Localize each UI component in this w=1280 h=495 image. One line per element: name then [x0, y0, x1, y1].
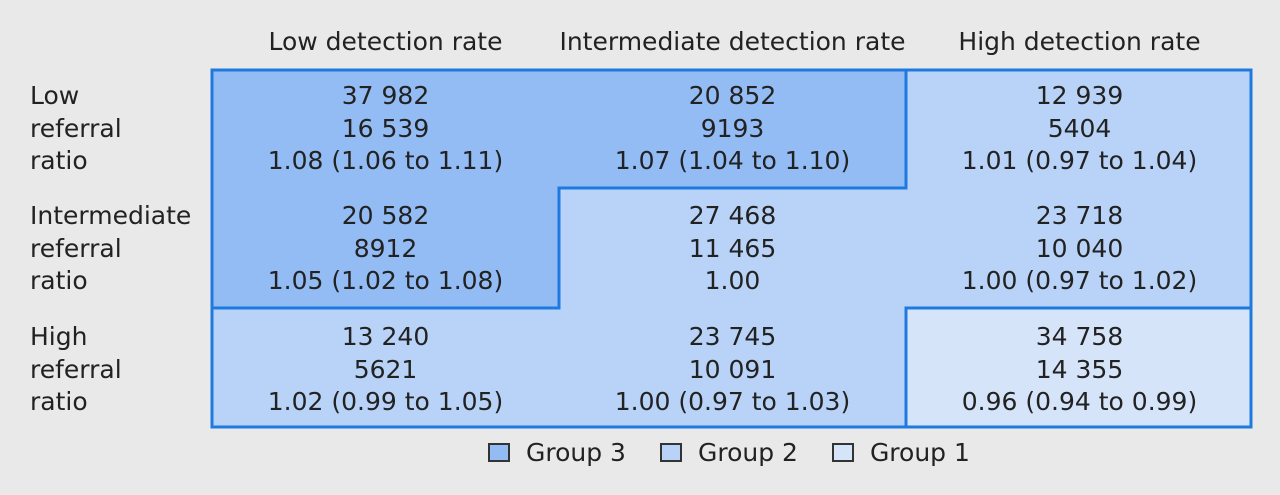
- row-header-intermediate-referral: Intermediate referral ratio: [30, 201, 192, 295]
- group-2-outline: [210, 68, 1253, 429]
- cell-fill-low-referral-high-detection: [906, 70, 1251, 188]
- row-header-low-referral: Low referral ratio: [30, 81, 122, 175]
- cell-low-referral-intermediate-detection: 20 852 9193 1.07 (1.04 to 1.10): [614, 81, 851, 175]
- cell-high-referral-intermediate-detection: 23 745 10 091 1.00 (0.97 to 1.03): [614, 322, 851, 416]
- legend-swatch-group-2: [659, 442, 682, 462]
- cell-intermediate-referral-low-detection: 20 582 8912 1.05 (1.02 to 1.08): [267, 201, 504, 295]
- cell-intermediate-referral-high-detection: 23 718 10 040 1.00 (0.97 to 1.02): [961, 201, 1198, 295]
- column-header-low-detection: Low detection rate: [268, 27, 503, 56]
- cell-intermediate-referral-intermediate-detection: 27 468 11 465 1.00: [688, 201, 777, 295]
- legend: Group 3 Group 2 Group 1: [488, 436, 970, 468]
- cell-fill-low-referral-intermediate-detection: [559, 70, 906, 188]
- legend-swatch-group-1: [831, 442, 854, 462]
- cell-fill-high-referral-low-detection: [212, 308, 559, 427]
- cell-fill-low-referral-low-detection: [212, 70, 559, 188]
- cell-high-referral-high-detection: 34 758 14 355 0.96 (0.94 to 0.99): [961, 322, 1198, 416]
- column-header-intermediate-detection: Intermediate detection rate: [559, 27, 906, 56]
- legend-item-group-1: Group 1: [831, 438, 970, 467]
- cell-fill-high-referral-high-detection: [906, 308, 1251, 427]
- cell-low-referral-high-detection: 12 939 5404 1.01 (0.97 to 1.04): [961, 81, 1198, 175]
- cell-fill-intermediate-referral-low-detection: [212, 188, 559, 308]
- cell-fill-intermediate-referral-high-detection: [906, 188, 1251, 308]
- legend-swatch-group-3: [488, 442, 510, 462]
- cell-fill-intermediate-referral-intermediate-detection: [559, 188, 906, 308]
- cell-high-referral-low-detection: 13 240 5621 1.02 (0.99 to 1.05): [267, 322, 504, 416]
- cell-low-referral-low-detection: 37 982 16 539 1.08 (1.06 to 1.11): [267, 81, 504, 175]
- column-header-high-detection: High detection rate: [958, 27, 1201, 56]
- cell-fill-high-referral-intermediate-detection: [559, 308, 906, 427]
- row-header-high-referral: High referral ratio: [30, 322, 122, 416]
- group-1-outline: [904, 306, 1253, 429]
- legend-item-group-2: Group 2: [659, 438, 798, 467]
- legend-item-group-3: Group 3: [488, 438, 626, 467]
